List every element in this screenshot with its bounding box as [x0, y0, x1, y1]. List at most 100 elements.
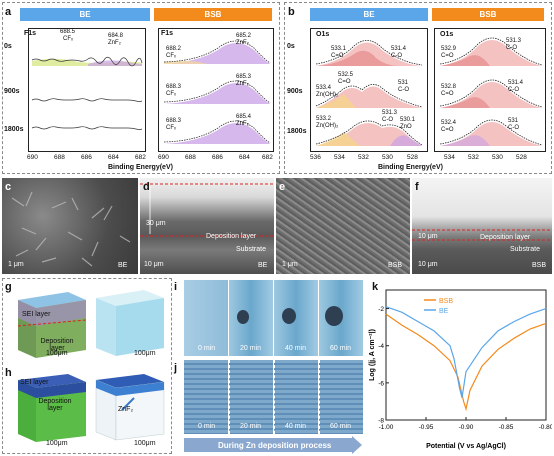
xps-o-be2-p0-species: Zn(OH)₂ [316, 123, 339, 129]
panel-label-c: c [5, 181, 12, 193]
optical-j-time-2: 40 min [285, 423, 307, 430]
xps-o-be1-p1-species: C=O [338, 79, 351, 85]
xps-f-bsb-plot [158, 28, 274, 152]
x-tick-label: -0.85 [499, 424, 514, 431]
xps-f-time-0: 0s [4, 43, 12, 50]
xps-o-be2-p1-species: C-O [382, 117, 393, 123]
xps-f-bsb2-peak-a: 688.3 [166, 118, 182, 124]
tafel-chart: BSB BE -1.00 -0.95 -0.90 -0.85 -0.80 -8 -6 -4 -2… [369, 289, 552, 450]
xps-f-be-xtick-1: 688 [54, 154, 65, 161]
optical-j-time-0: 0 min [198, 423, 216, 430]
sem-image-f [412, 178, 552, 274]
sem-d-deposition-label: Deposition layer [206, 233, 257, 240]
xps-o-time-2: 1800s [287, 128, 307, 135]
sem-image-c [2, 178, 138, 274]
panel-label-f: f [415, 181, 419, 193]
panel-label-g: g [5, 281, 12, 293]
xps-f-bsb2-peak-a-species: CFₓ [166, 125, 176, 131]
xps-f-be-peak-b-species: ZnF₂ [108, 40, 121, 46]
xps-f-xlabel: Binding Energy(eV) [108, 164, 173, 171]
sem-image-e [276, 178, 410, 274]
panel-a-frame [2, 2, 280, 174]
sem-c-scale: 1 μm [8, 261, 24, 268]
y-tick-label: -4 [378, 343, 384, 350]
tomo-h-scale-2: 100μm [134, 440, 156, 447]
sem-d-thickness: 30 μm [146, 220, 166, 227]
optical-i-frame-2 [274, 280, 318, 356]
xps-f-bsb0-peak-b-species: ZnF₂ [236, 40, 249, 46]
xps-f-be-peak-b: 684.8 [108, 33, 124, 39]
tomo-h-volume [95, 374, 165, 441]
xps-o-be2-p2: 530.1 [400, 117, 416, 123]
optical-i-frame-0 [184, 280, 228, 356]
xps-o-bsb1-p1-species: C=O [441, 91, 454, 97]
xps-f-be-peak-a-species: CFₓ [63, 36, 73, 42]
xps-f-be-xtick-0: 690 [27, 154, 38, 161]
xps-f-bsb-xtick-0: 690 [158, 154, 169, 161]
xps-o-bsb-xtick-1: 532 [468, 154, 479, 161]
xps-f-bsb0-peak-a: 688.2 [166, 46, 182, 52]
xps-o-be-xtick-4: 528 [407, 154, 418, 161]
tafel-xlabel: Potential (V vs Ag/AgCl) [426, 443, 506, 450]
xps-f-bsb0-peak-a-species: CFₓ [166, 53, 176, 59]
xps-o-be0-p2-species: C-O [391, 53, 402, 59]
xps-o-bsb-xtick-0: 534 [444, 154, 455, 161]
x-tick-label: -0.95 [419, 424, 434, 431]
optical-i-time-0: 0 min [198, 345, 216, 352]
y-tick-label: -2 [378, 306, 384, 313]
xps-o-be2-p0: 533.2 [316, 116, 332, 122]
xps-o-be1-p2: 531 [398, 80, 409, 86]
xps-o-be1-p0: 533.4 [316, 85, 332, 91]
xps-o-bsb-plot [434, 28, 546, 152]
xps-o-bsb-xtick-2: 530 [492, 154, 503, 161]
optical-j-time-1: 20 min [240, 423, 262, 430]
optical-j-frame-1 [229, 360, 273, 434]
optical-i-time-1: 20 min [240, 345, 262, 352]
xps-o-xlabel: Binding Energy(eV) [378, 164, 443, 171]
sem-f-scale: 10 μm [418, 261, 438, 268]
panel-label-h: h [5, 367, 12, 379]
sem-f-substrate-label: Substrate [510, 246, 540, 253]
legend-label-bsb: BSB [439, 298, 453, 305]
xps-f-bsb1-peak-a: 688.3 [166, 84, 182, 90]
x-tick-label: -0.80 [539, 424, 552, 431]
xps-o-be0-p2: 531.4 [391, 46, 407, 52]
tomo-g-cube [17, 292, 87, 358]
optical-j-frame-0 [184, 360, 228, 434]
xps-f-time-2: 1800s [4, 126, 24, 133]
xps-f-bsb1-peak-b-species: ZnF₂ [236, 81, 249, 87]
optical-j-frame-2 [274, 360, 318, 434]
y-tick-label: -8 [378, 418, 384, 425]
tomo-h-dep-label: Deposition layer [38, 398, 72, 412]
tomo-h-sei-label: SEI layer [20, 379, 49, 386]
tomo-h-scale-1: 100μm [46, 440, 68, 447]
xps-f-bsb0-peak-b: 685.2 [236, 33, 252, 39]
sem-d-scale: 10 μm [144, 261, 164, 268]
series-line-be [385, 306, 547, 398]
xps-f-bsb2-peak-b: 685.4 [236, 114, 252, 120]
xps-f-bsb-xtick-1: 688 [185, 154, 196, 161]
tafel-plot-area [385, 289, 547, 421]
xps-f-core-be: F1s [24, 30, 37, 37]
xps-o-bsb1-p2-species: C-O [508, 87, 519, 93]
xps-o-time-0: 0s [287, 43, 295, 50]
tomo-h-cube [18, 374, 86, 442]
sem-f-tag: BSB [532, 262, 547, 269]
y-tick-label: -6 [378, 380, 384, 387]
xps-f-core-bsb: F1s [161, 30, 174, 37]
sem-d-substrate-label: Substrate [236, 246, 266, 253]
panel-label-k: k [372, 281, 379, 293]
tomo-g-scale-1: 100μm [46, 350, 68, 357]
tomo-h-znf2-label: ZnF₂ [118, 406, 134, 413]
tomo-g-scale-2: 100μm [134, 350, 156, 357]
tomo-g-sei-label: SEI layer [22, 311, 51, 318]
arrow-right-icon [352, 436, 362, 454]
panel-label-b: b [288, 6, 295, 18]
xps-f-bsb-xtick-3: 684 [239, 154, 250, 161]
tomo-g-volume [96, 290, 164, 356]
xps-o-be0-p1-species: C=O [331, 53, 344, 59]
tafel-ylabel: Log (|j, A cm⁻²|) [369, 329, 376, 381]
optical-j-frame-3 [319, 360, 363, 434]
xps-o-bsb1-p1: 532.8 [441, 84, 457, 90]
panel-b-frame [284, 2, 552, 174]
